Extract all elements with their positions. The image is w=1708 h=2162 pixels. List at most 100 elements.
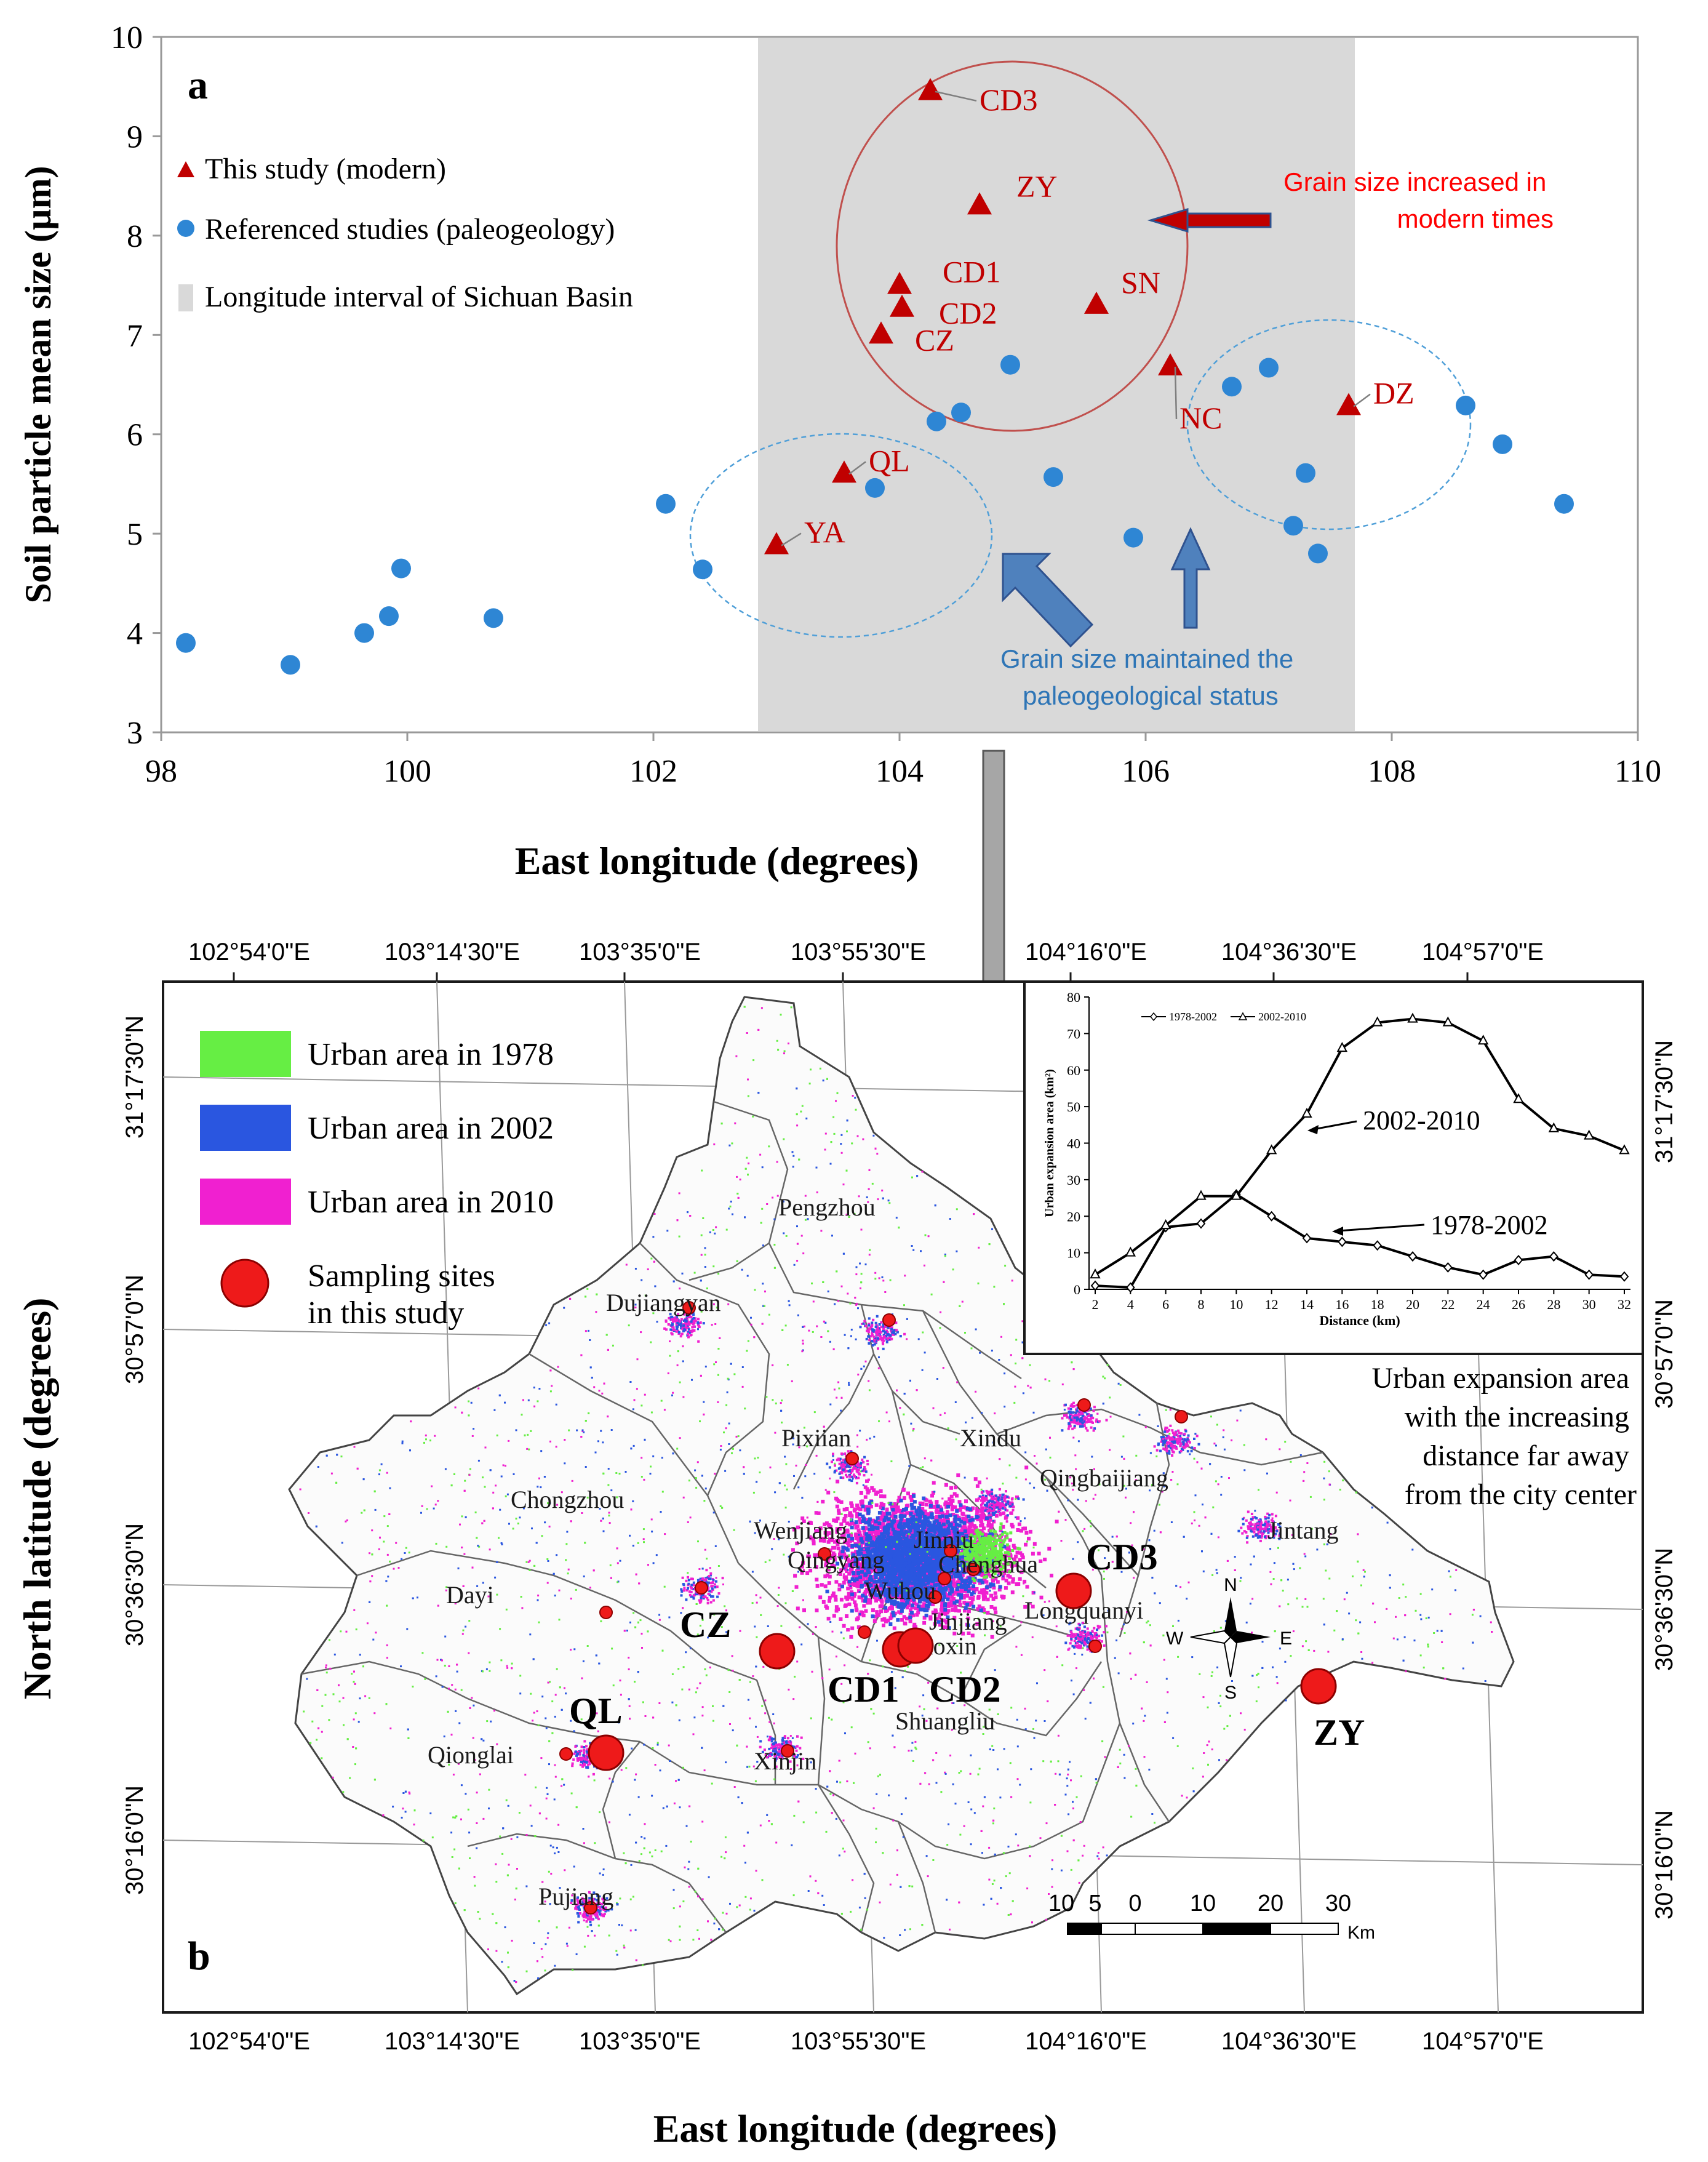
scale-unit: Km: [1347, 1923, 1375, 1943]
small-site-dot: [1175, 1410, 1188, 1423]
inset-marker: [1231, 1190, 1242, 1200]
x-tick-label: 100: [383, 754, 431, 789]
paleo-point: [1123, 527, 1143, 548]
inset-marker: [1583, 1129, 1595, 1140]
scale-label-10b: 10: [1190, 1891, 1216, 1916]
inset-x-tick-label: 16: [1335, 1297, 1349, 1312]
inset-marker: [1479, 1269, 1488, 1280]
x-tick-label: 102: [629, 754, 677, 789]
small-site-dot: [858, 1625, 871, 1639]
inset-x-title: Distance (km): [1319, 1313, 1400, 1328]
district-pixian: Pixiian: [781, 1424, 851, 1452]
y-tick-label: 3: [127, 716, 143, 751]
paleo-point: [1308, 543, 1328, 564]
legend-sites-1: Sampling sites: [308, 1259, 495, 1294]
legend-modern-label: This study (modern): [205, 153, 446, 185]
red-arrow: [1147, 207, 1272, 233]
paleo-point: [1222, 377, 1242, 397]
red-annotation-text: Grain size increased in modern times: [1283, 167, 1554, 233]
swatch-2010: [200, 1179, 291, 1225]
district-labels: Pengzhou Dujiangyan Pixiian Xindu Qingba…: [428, 1193, 1339, 1910]
swatch-1978: [200, 1031, 291, 1077]
inset-marker: [1195, 1190, 1207, 1200]
inset-legend-2002: 2002-2010: [1258, 1011, 1306, 1023]
inset-marker: [1373, 1240, 1382, 1251]
inset-frame: [1023, 980, 1644, 1355]
paleo-cluster-ellipse-right: [1186, 319, 1472, 530]
lon-tick-top: 104°16'0"E: [1025, 939, 1147, 966]
x-tick-label: 98: [145, 754, 177, 789]
modern-point-cd1: [887, 271, 912, 294]
inset-curve-label-1978-2002: 1978-2002: [1431, 1210, 1548, 1240]
inset-x-tick-label: 22: [1441, 1297, 1455, 1312]
inset-x-tick-label: 8: [1198, 1297, 1205, 1312]
small-site-dot: [1077, 1398, 1091, 1412]
blue-arrow-left: [1002, 553, 1094, 648]
small-site-dot: [695, 1581, 708, 1595]
inset-legend-marker: [1150, 1012, 1157, 1022]
leader-line: [848, 461, 866, 475]
paleo-point: [656, 494, 676, 514]
modern-point-zy: [967, 192, 992, 215]
small-site-dot: [781, 1744, 794, 1758]
lon-tick-bottom: 104°57'0"E: [1422, 2028, 1544, 2055]
swatch-2002: [200, 1105, 291, 1151]
district-dayi: Dayi: [446, 1581, 494, 1609]
inset-line-2002-2010: [1094, 1017, 1625, 1276]
inset-marker: [1125, 1246, 1136, 1257]
scale-label-30: 30: [1325, 1891, 1351, 1916]
lat-tick-right: 30°36'30"N: [1651, 1548, 1678, 1671]
x-axis-title-b: East longitude (degrees): [653, 2107, 1058, 2150]
scale-label-10a: 10: [1048, 1891, 1074, 1916]
district-pengzhou: Pengzhou: [778, 1193, 876, 1221]
lon-tick-bottom: 103°35'0"E: [579, 2028, 701, 2055]
paleo-point: [693, 559, 712, 580]
district-qionglai: Qionglai: [428, 1741, 514, 1769]
small-site-dot: [928, 1590, 942, 1604]
legend-a: This study (modern) Referenced studies (…: [177, 153, 633, 313]
map-panel-b: 102°54'0"E 103°14'30"E 103°35'0"E 103°55'30…: [15, 939, 1678, 2150]
panel-label-b: b: [188, 1934, 210, 1979]
scatter-panel-a: 98 100 102 104 106 108 110 3 4 5 6 7 8 9 10 CD3 ZY CD1 C…: [18, 20, 1661, 883]
small-site-dot: [938, 1572, 951, 1585]
inset-y-tick-label: 80: [1067, 990, 1080, 1005]
scale-bar: 10 5 0 10 20 30 Km: [1048, 1891, 1375, 1943]
district-jinniu: Jinniu: [914, 1526, 974, 1553]
district-wenjiang: Wenjiang: [754, 1516, 847, 1544]
modern-point-cz: [869, 321, 893, 344]
legend-gray-swatch: [178, 284, 193, 311]
site-zy: [1300, 1668, 1337, 1705]
scale-label-20: 20: [1258, 1891, 1283, 1916]
district-chongzhou: Chongzhou: [511, 1486, 624, 1513]
compass-n: N: [1224, 1575, 1237, 1595]
inset-marker: [1514, 1254, 1523, 1266]
small-site-dot: [559, 1747, 573, 1761]
site-cd2: [897, 1627, 934, 1664]
small-site-dot: [1088, 1640, 1102, 1653]
small-site-dot: [944, 1544, 957, 1558]
site-labels: CD3 CZ CD1 CD2 QL ZY: [569, 1537, 1365, 1753]
district-boundaries: [301, 1100, 1323, 1933]
compass-rose: N S E W: [1166, 1575, 1292, 1703]
inset-x-tick-label: 18: [1371, 1297, 1384, 1312]
site-label-cd3: CD3: [1086, 1537, 1158, 1577]
inset-y-tick-label: 0: [1074, 1282, 1080, 1297]
paleo-point: [176, 633, 196, 653]
district-shuangliu: Shuangliu: [895, 1707, 995, 1735]
inset-marker: [1442, 1016, 1454, 1027]
district-jinjiang: Jinjiang: [929, 1607, 1007, 1635]
small-site-dot: [882, 1313, 896, 1327]
paleo-point: [391, 558, 411, 579]
y-tick-label: 9: [127, 119, 143, 154]
lon-tick-bottom: 103°55'30"E: [791, 2028, 926, 2055]
inset-marker: [1160, 1219, 1171, 1230]
y-tick-label: 5: [127, 517, 143, 552]
paleo-point: [484, 608, 503, 628]
paleo-point: [1283, 516, 1303, 536]
x-axis-title-a: East longitude (degrees): [515, 839, 919, 883]
scale-label-0: 0: [1128, 1891, 1141, 1916]
y-tick-label: 7: [127, 318, 143, 353]
inset-marker: [1302, 1233, 1312, 1244]
lon-tick-bottom: 102°54'0"E: [188, 2028, 310, 2055]
